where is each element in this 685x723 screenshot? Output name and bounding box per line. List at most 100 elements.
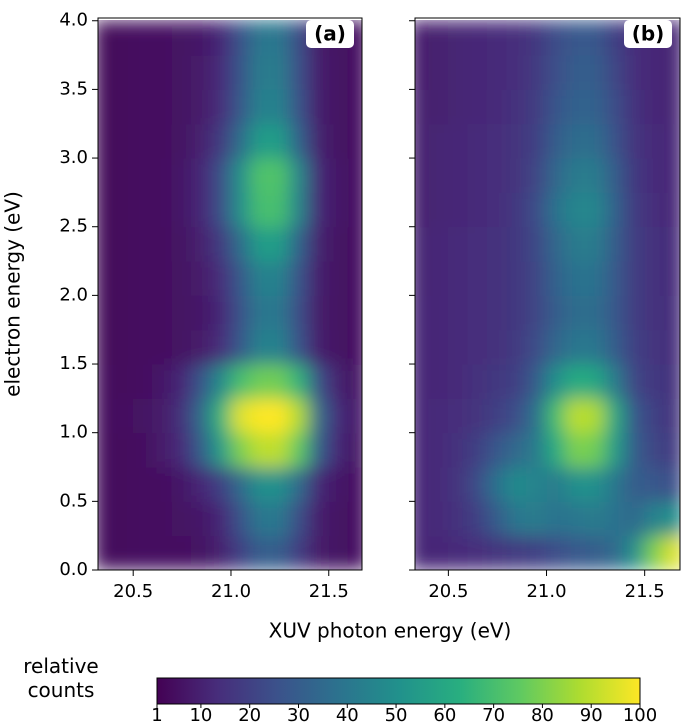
heatmap-cell — [347, 123, 362, 159]
heatmap-cell — [415, 500, 430, 537]
heatmap-cell — [546, 294, 567, 331]
heatmap-cell — [487, 226, 508, 262]
heatmap-cell — [230, 397, 252, 434]
heatmap-cell — [428, 88, 449, 125]
heatmap-cell — [308, 535, 330, 570]
heatmap-cell — [644, 191, 665, 228]
heatmap-cell — [269, 535, 291, 570]
heatmap-cell — [210, 500, 232, 537]
heatmap-cell — [447, 535, 469, 570]
heatmap-cell — [210, 466, 232, 502]
heatmap-cell — [98, 157, 115, 193]
heatmap-cell — [250, 466, 271, 502]
heatmap-cell — [428, 329, 449, 365]
heatmap-cell — [113, 54, 134, 90]
heatmap-cell — [230, 466, 252, 502]
heatmap-cell — [308, 500, 330, 537]
heatmap-cell — [113, 466, 134, 502]
y-axis-label: electron energy (eV) — [1, 191, 25, 397]
heatmap-cell — [663, 191, 680, 228]
heatmap-cell — [269, 397, 291, 434]
heatmap-cell — [506, 157, 528, 193]
heatmap-cell — [210, 363, 232, 399]
heatmap-cell — [250, 260, 271, 296]
heatmap-cell — [269, 294, 291, 331]
heatmap-cell — [415, 260, 430, 296]
heatmap-cell — [624, 432, 646, 468]
heatmap-cell — [506, 260, 528, 296]
heatmap-cell — [191, 294, 212, 331]
heatmap-cell — [132, 191, 154, 228]
heatmap-cell — [506, 329, 528, 365]
heatmap-cell — [171, 54, 193, 90]
heatmap-cell — [506, 397, 528, 434]
heatmap-cell — [428, 54, 449, 90]
y-tick-label: 4.0 — [59, 10, 88, 31]
heatmap-cell — [604, 226, 626, 262]
colorbar — [156, 677, 641, 705]
heatmap-cell — [113, 432, 134, 468]
heatmap-cell — [250, 191, 271, 228]
heatmap-cell — [604, 363, 626, 399]
heatmap-cell — [113, 397, 134, 434]
heatmap-cell — [152, 466, 173, 502]
heatmap-cell — [230, 329, 252, 365]
heatmap-cell — [604, 329, 626, 365]
heatmap-cell — [428, 20, 449, 56]
heatmap-cell — [289, 329, 310, 365]
heatmap-cell — [210, 535, 232, 570]
heatmap-cell — [467, 123, 489, 159]
heatmap-cell — [152, 88, 173, 125]
heatmap-cell — [98, 466, 115, 502]
heatmap-cell — [447, 88, 469, 125]
colorbar-label: relative counts — [23, 654, 99, 702]
heatmap-cell — [171, 294, 193, 331]
heatmap-cell — [132, 432, 154, 468]
heatmap-cell — [171, 191, 193, 228]
heatmap-cell — [565, 535, 587, 570]
heatmap-cell — [347, 329, 362, 365]
heatmap-cell — [347, 535, 362, 570]
heatmap-cell — [447, 123, 469, 159]
heatmap-cell — [487, 329, 508, 365]
colorbar-tick-label: 30 — [287, 705, 310, 723]
heatmap-cell — [289, 500, 310, 537]
heatmap-cell — [467, 466, 489, 502]
heatmap-cell — [546, 260, 567, 296]
heatmap-cell — [308, 363, 330, 399]
heatmap-cell — [663, 88, 680, 125]
heatmap-cell — [663, 226, 680, 262]
heatmap-cell — [526, 191, 548, 228]
heatmap-cell — [644, 397, 665, 434]
heatmap-cell — [546, 329, 567, 365]
heatmap-cell — [624, 294, 646, 331]
y-tick-label: 1.5 — [59, 353, 88, 374]
heatmap-cell — [269, 432, 291, 468]
heatmap-cell — [663, 260, 680, 296]
heatmap-cell — [289, 191, 310, 228]
heatmap-cell — [644, 88, 665, 125]
heatmap-cell — [467, 191, 489, 228]
colorbar-tick-label: 40 — [336, 705, 359, 723]
heatmap-cell — [328, 54, 349, 90]
heatmap-cell — [604, 88, 626, 125]
heatmap-cell — [328, 123, 349, 159]
heatmap-cell — [113, 535, 134, 570]
heatmap-cell — [152, 20, 173, 56]
heatmap-cell — [604, 123, 626, 159]
heatmap-cell — [663, 500, 680, 537]
heatmap-cell — [506, 294, 528, 331]
heatmap-cell — [428, 500, 449, 537]
heatmap-cell — [191, 466, 212, 502]
heatmap-cell — [289, 294, 310, 331]
heatmap-cell — [308, 432, 330, 468]
heatmap-cell — [487, 88, 508, 125]
heatmap-cell — [269, 260, 291, 296]
heatmap-cell — [428, 466, 449, 502]
heatmap-cell — [644, 432, 665, 468]
colorbar-tick-label: 20 — [238, 705, 261, 723]
heatmap-cell — [585, 54, 606, 90]
heatmap-cell — [526, 432, 548, 468]
heatmap-cell — [415, 329, 430, 365]
heatmap-cell — [428, 535, 449, 570]
